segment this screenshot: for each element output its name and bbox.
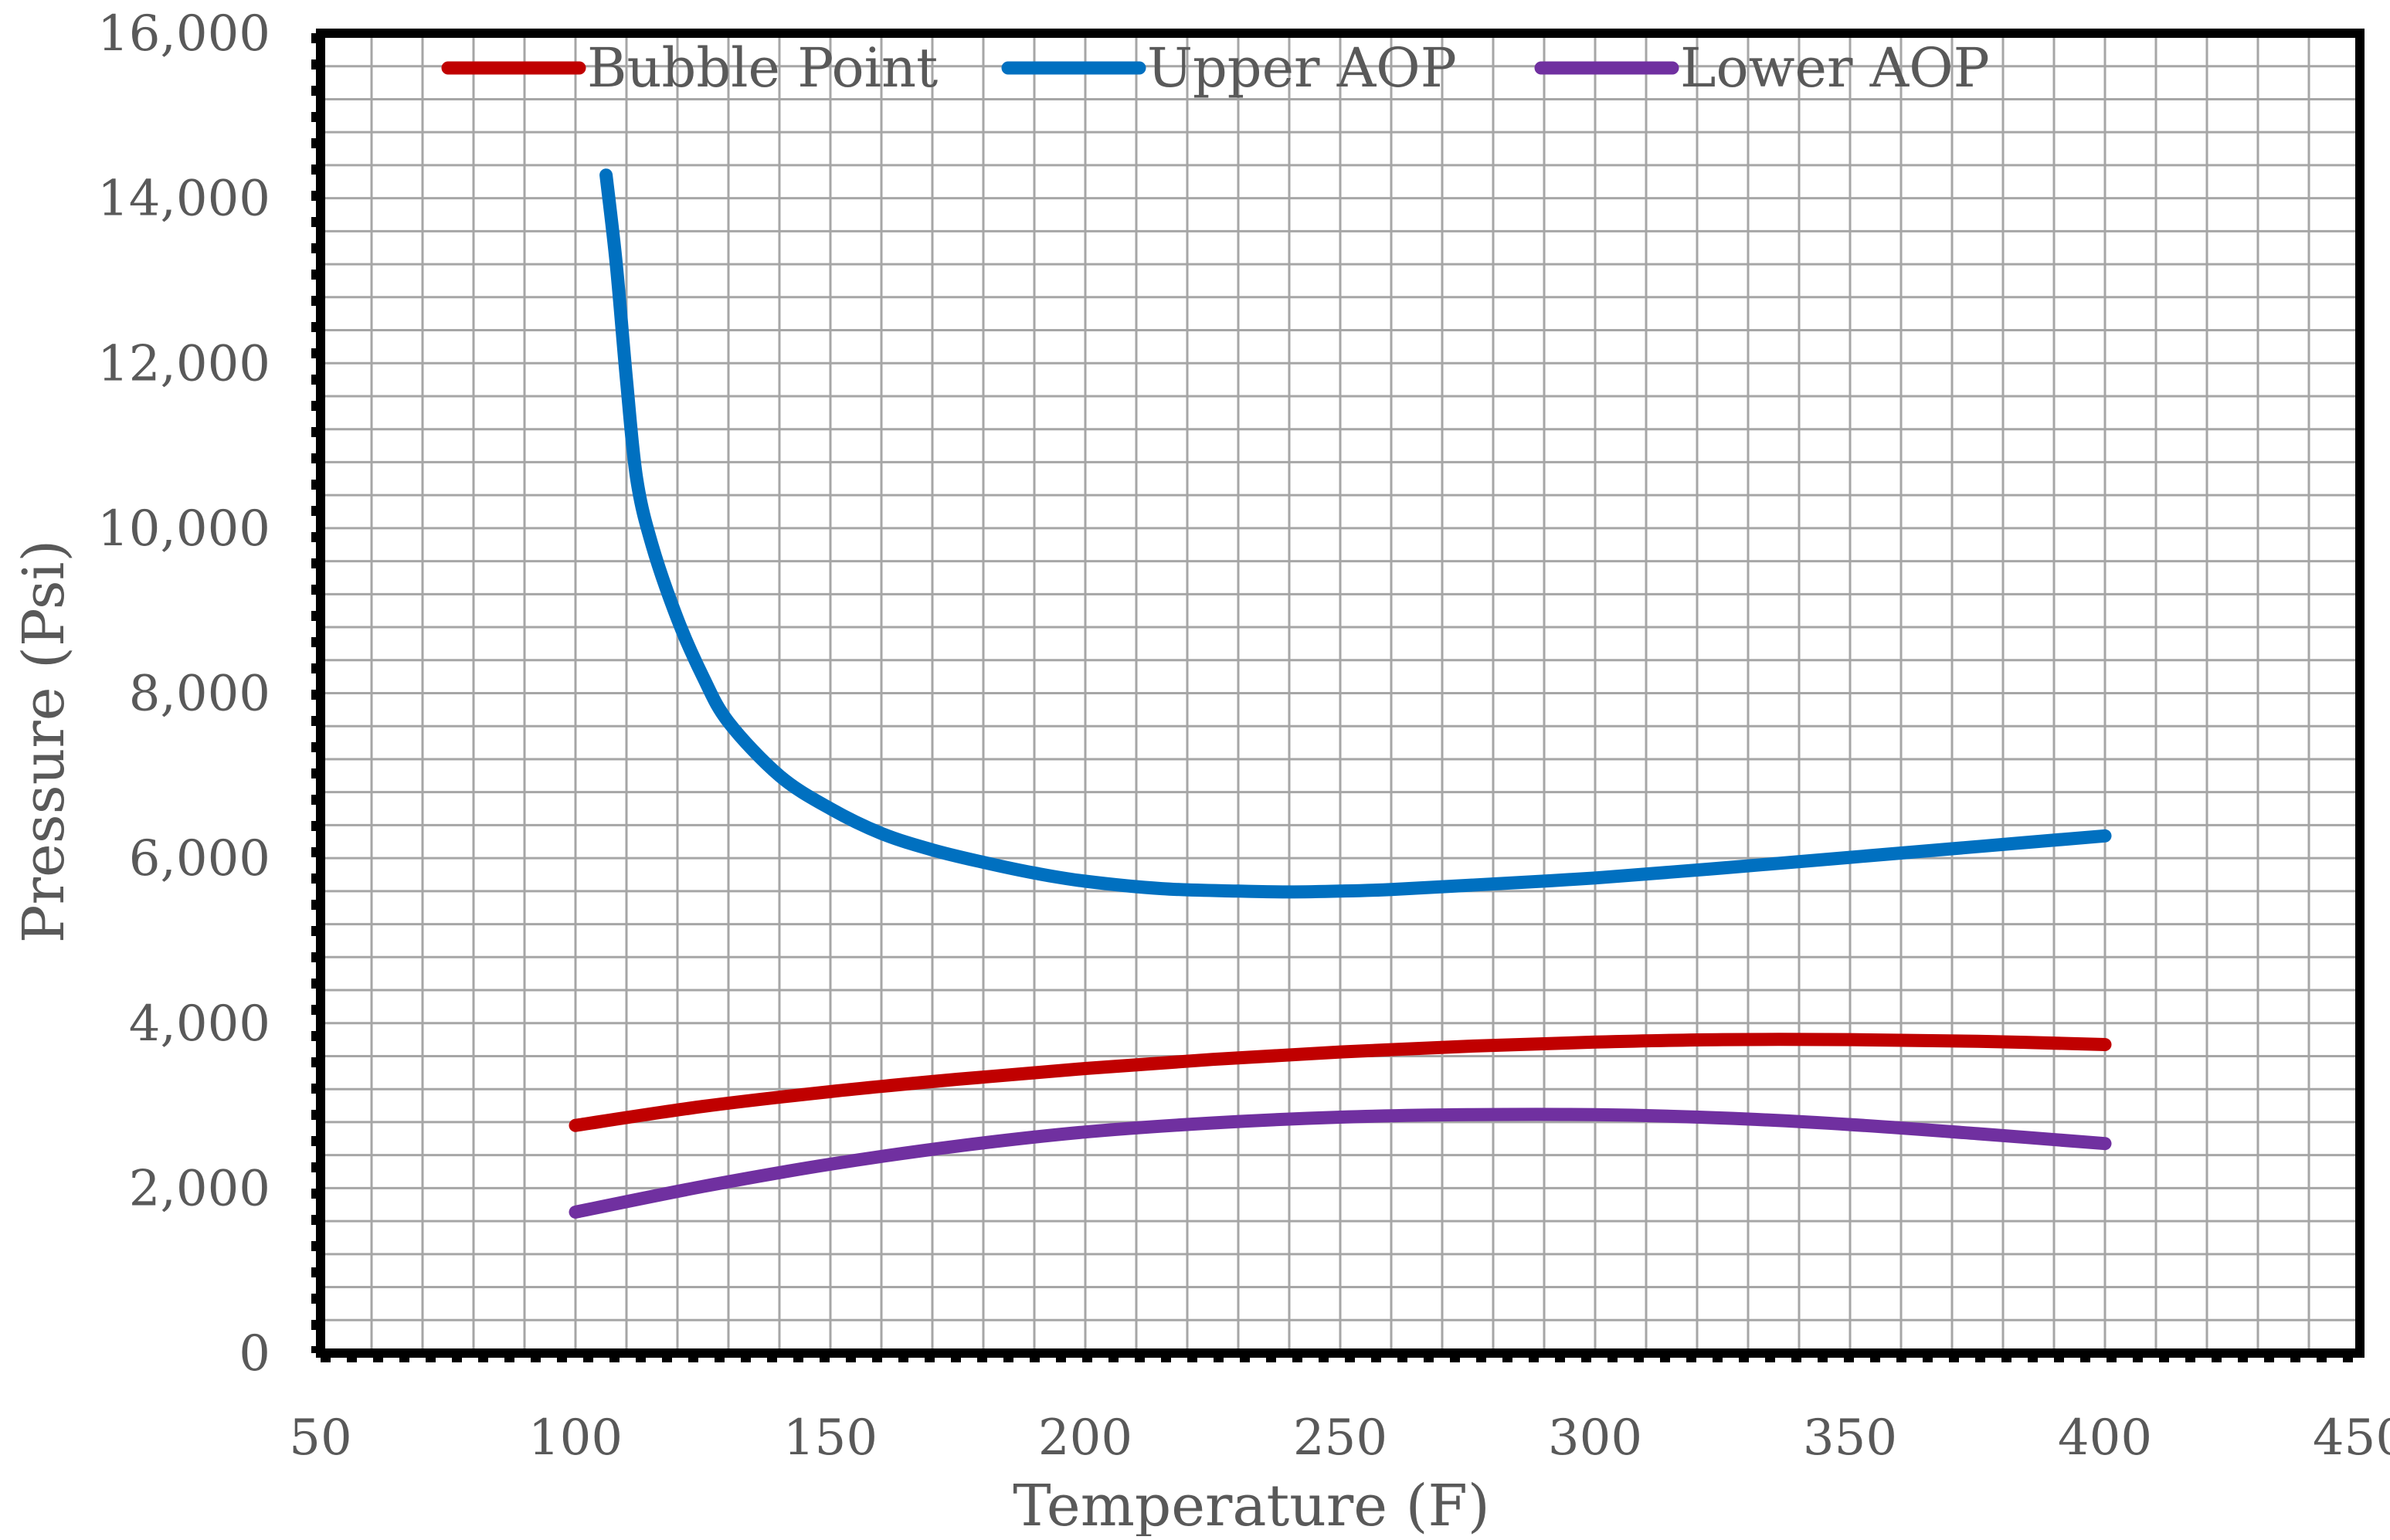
y-tick-label: 12,000 [97, 335, 270, 392]
x-tick-label: 50 [289, 1409, 351, 1467]
series-line-upper-aop [599, 168, 2112, 899]
y-tick-label: 10,000 [97, 500, 270, 558]
y-tick-label: 0 [239, 1325, 270, 1382]
y-tick-label: 16,000 [97, 5, 270, 63]
y-tick-label: 4,000 [129, 996, 270, 1053]
x-tick-label: 350 [1803, 1409, 1897, 1467]
legend: Bubble Point Upper AOP Lower AOP [441, 36, 1990, 100]
grid [319, 32, 2361, 1355]
legend-label-upper-aop: Upper AOP [1147, 36, 1457, 100]
x-tick-label: 200 [1038, 1409, 1132, 1467]
plot-frame [311, 29, 2365, 1362]
y-tick-label: 8,000 [129, 666, 270, 723]
series-line-bubble-point [569, 1033, 2112, 1132]
y-tick-label: 2,000 [129, 1160, 270, 1217]
y-tick-label: 6,000 [129, 830, 270, 887]
x-tick-label: 300 [1548, 1409, 1642, 1467]
y-axis-title: Pressure (Psi) [11, 540, 77, 943]
legend-label-lower-aop: Lower AOP [1680, 36, 1990, 100]
x-tick-label: 400 [2058, 1409, 2152, 1467]
x-tick-label: 100 [528, 1409, 623, 1467]
x-axis-title: Temperature (F) [1013, 1473, 1489, 1536]
y-tick-label: 14,000 [97, 171, 270, 228]
x-tick-label: 250 [1293, 1409, 1387, 1467]
tick-labels: 50 100 150 200 250 300 350 400 450 0 2,000 4,000 6,0… [97, 5, 2390, 1467]
series-line-lower-aop [569, 1108, 2112, 1219]
series-group [569, 168, 2112, 1219]
x-tick-label: 150 [783, 1409, 878, 1467]
legend-label-bubble-point: Bubble Point [587, 36, 938, 100]
x-tick-label: 450 [2313, 1409, 2390, 1467]
